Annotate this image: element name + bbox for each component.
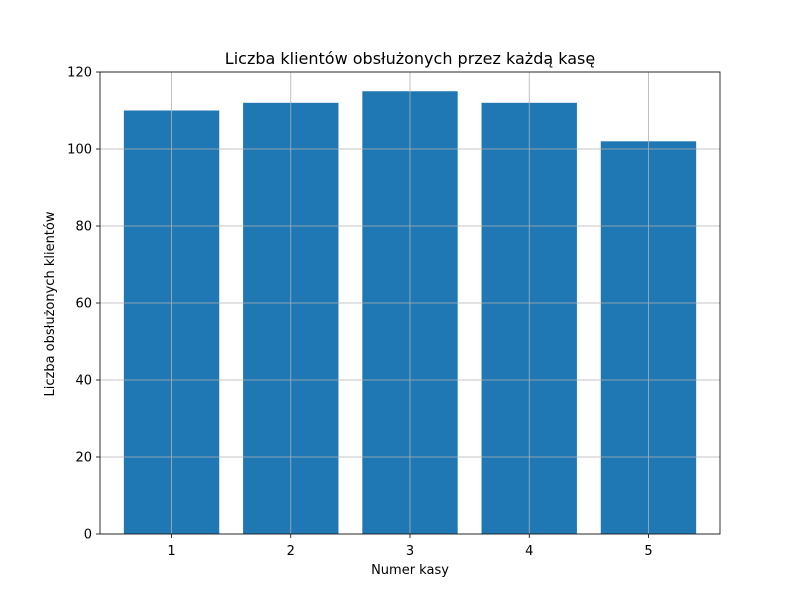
x-tick-label-3: 3 xyxy=(406,544,414,559)
y-axis-label: Liczba obsłużonych klientów xyxy=(43,211,58,396)
y-tick-label-20: 20 xyxy=(75,451,92,466)
x-tick-label-4: 4 xyxy=(525,544,533,559)
y-tick-label-120: 120 xyxy=(67,66,92,81)
y-tick-label-60: 60 xyxy=(75,297,92,312)
x-tick-label-2: 2 xyxy=(287,544,295,559)
ticks-layer: 0 20 40 60 80 100 120 1 2 3 4 5 xyxy=(67,66,652,560)
x-tick-label-1: 1 xyxy=(167,544,175,559)
chart-title: Liczba klientów obsłużonych przez każdą … xyxy=(225,49,595,68)
y-tick-label-40: 40 xyxy=(75,374,92,389)
y-tick-label-0: 0 xyxy=(84,528,92,543)
y-tick-label-80: 80 xyxy=(75,220,92,235)
x-axis-label: Numer kasy xyxy=(371,563,449,578)
y-tick-label-100: 100 xyxy=(67,143,92,158)
x-tick-label-5: 5 xyxy=(644,544,652,559)
